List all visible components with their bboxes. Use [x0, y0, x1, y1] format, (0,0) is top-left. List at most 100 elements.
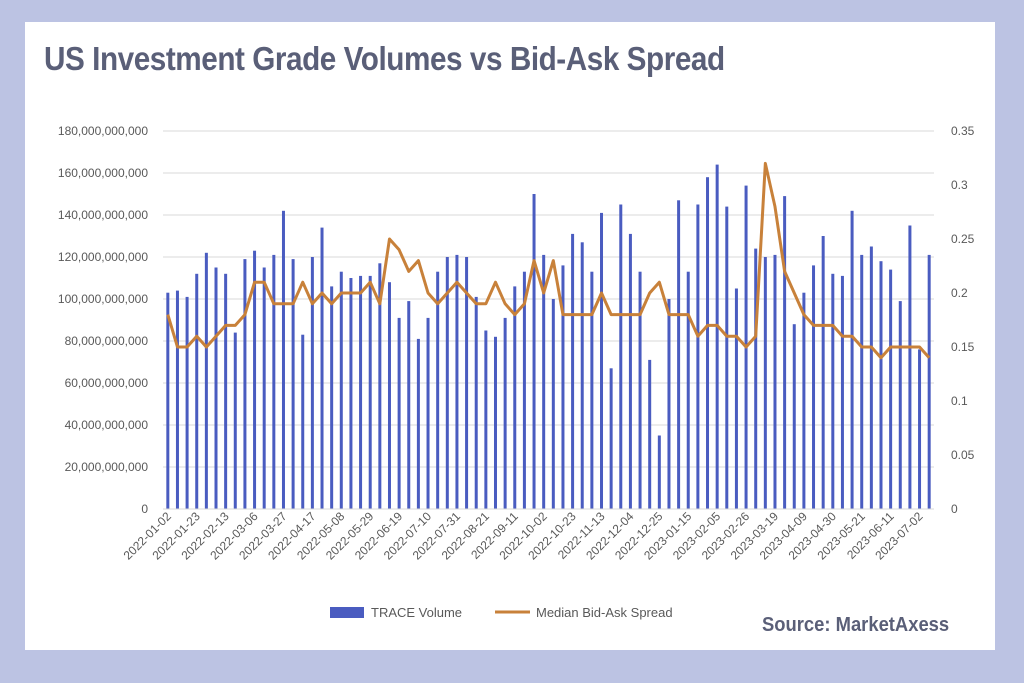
volume-bars — [166, 164, 931, 510]
y-left-tick-label: 0 — [141, 502, 148, 516]
volume-bar — [590, 271, 594, 509]
volume-bar — [889, 269, 893, 509]
x-axis: 2022-01-022022-01-232022-02-132022-03-06… — [121, 509, 926, 563]
y-left-axis: 0 20,000,000,000 40,000,000,000 60,000,000,… — [58, 124, 148, 516]
spread-line — [166, 161, 931, 360]
volume-bar — [281, 210, 285, 510]
volume-bar — [898, 301, 902, 509]
volume-bar — [638, 271, 642, 509]
volume-bar — [166, 292, 170, 509]
volume-bar — [532, 194, 536, 509]
volume-bar — [734, 288, 738, 509]
volume-bar — [706, 177, 710, 509]
volume-bar — [175, 290, 179, 509]
y-left-tick-label: 180,000,000,000 — [58, 124, 148, 138]
y-left-tick-label: 80,000,000,000 — [65, 334, 149, 348]
volume-bar — [725, 206, 729, 509]
y-left-tick-label: 100,000,000,000 — [58, 292, 148, 306]
volume-bar — [204, 252, 208, 510]
volume-bar — [580, 242, 584, 510]
volume-bar — [484, 330, 488, 509]
volume-bar — [677, 200, 681, 510]
y-right-tick-label: 0.1 — [951, 394, 968, 408]
y-right-tick-label: 0.15 — [951, 340, 975, 354]
volume-bar — [927, 254, 931, 509]
volume-bar — [330, 286, 334, 509]
source-credit: Source: MarketAxess — [762, 614, 950, 636]
volume-bar — [407, 301, 411, 509]
volume-bar — [224, 273, 228, 509]
volume-bar — [320, 227, 324, 509]
volume-bar — [542, 254, 546, 509]
volume-bar — [840, 275, 844, 509]
volume-bar — [908, 225, 912, 509]
volume-bar — [310, 257, 314, 509]
volume-bar — [503, 317, 507, 509]
y-right-tick-label: 0.2 — [951, 286, 968, 300]
y-left-tick-label: 40,000,000,000 — [65, 418, 149, 432]
volume-bar — [339, 271, 343, 509]
volume-bar — [657, 435, 661, 509]
volume-bar — [349, 278, 353, 509]
y-right-axis: 0 0.05 0.1 0.15 0.2 0.25 0.3 0.35 — [951, 124, 975, 516]
volume-bar — [773, 254, 777, 509]
gridlines — [163, 130, 934, 468]
legend: TRACE Volume Median Bid-Ask Spread — [330, 605, 673, 620]
volume-bar — [368, 275, 372, 509]
volume-bar — [233, 332, 237, 509]
volume-bar — [551, 299, 555, 509]
volume-bar — [763, 257, 767, 509]
volume-bar — [754, 248, 758, 509]
volume-bar — [667, 299, 671, 509]
volume-bar — [426, 317, 430, 509]
volume-bar — [416, 338, 420, 509]
volume-bar — [436, 271, 440, 509]
volume-bar — [493, 336, 497, 509]
volume-bar — [243, 259, 247, 509]
volume-bar — [879, 261, 883, 509]
y-right-tick-label: 0 — [951, 502, 958, 516]
volume-bar — [821, 236, 825, 509]
legend-swatch-volume — [330, 607, 364, 618]
volume-bar — [686, 271, 690, 509]
volume-bar — [831, 273, 835, 509]
volume-bar — [869, 246, 873, 509]
chart-title: US Investment Grade Volumes vs Bid-Ask S… — [44, 40, 725, 77]
volume-bar — [696, 204, 700, 509]
legend-label-volume: TRACE Volume — [371, 605, 462, 620]
volume-bar — [571, 233, 575, 509]
y-right-tick-label: 0.3 — [951, 178, 968, 192]
y-left-tick-label: 160,000,000,000 — [58, 166, 148, 180]
volume-bar — [455, 254, 459, 509]
volume-bar — [522, 271, 526, 509]
volume-bar — [561, 265, 565, 509]
volume-bar — [378, 263, 382, 509]
volume-bar — [214, 267, 218, 509]
volume-bar — [513, 286, 517, 509]
volume-bar — [802, 292, 806, 509]
y-left-tick-label: 60,000,000,000 — [65, 376, 149, 390]
volume-bar — [185, 296, 189, 509]
volume-bar — [715, 164, 719, 509]
y-right-tick-label: 0.05 — [951, 448, 975, 462]
volume-bar — [619, 204, 623, 509]
volume-bar — [850, 210, 854, 510]
volume-bar — [628, 233, 632, 509]
y-right-tick-label: 0.35 — [951, 124, 975, 138]
volume-bar — [397, 317, 401, 509]
volume-bar — [291, 259, 295, 509]
volume-bar — [253, 250, 257, 509]
volume-bar — [474, 296, 478, 509]
y-right-tick-label: 0.25 — [951, 232, 975, 246]
volume-bar — [600, 212, 604, 509]
legend-label-spread: Median Bid-Ask Spread — [536, 605, 673, 620]
volume-bar — [812, 265, 816, 509]
volume-bar — [195, 273, 199, 509]
y-left-tick-label: 20,000,000,000 — [65, 460, 149, 474]
volume-bar — [445, 257, 449, 509]
volume-bar — [648, 359, 652, 509]
volume-bar — [792, 324, 796, 509]
volume-bar — [918, 349, 922, 509]
volume-bar — [465, 257, 469, 509]
